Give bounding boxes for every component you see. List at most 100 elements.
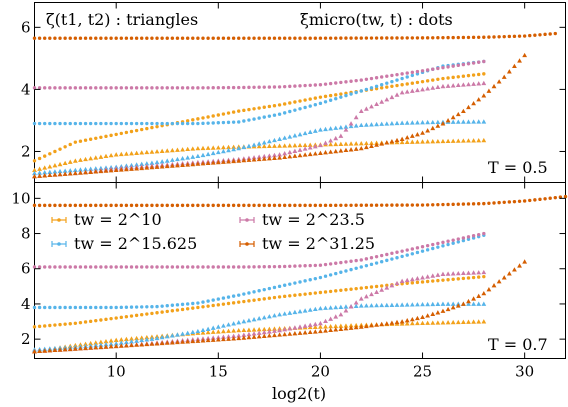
- data-point: [261, 326, 267, 332]
- data-point: [195, 153, 201, 159]
- data-point: [293, 203, 297, 208]
- data-point: [359, 265, 363, 269]
- data-point: [160, 121, 164, 126]
- data-point: [261, 333, 267, 338]
- data-point: [221, 112, 226, 116]
- data-point: [425, 139, 431, 144]
- data-point: [358, 122, 364, 128]
- data-point: [68, 86, 72, 90]
- data-point: [348, 323, 354, 328]
- legend-label: tw = 2^10: [74, 210, 162, 229]
- data-point: [450, 319, 456, 325]
- data-point: [441, 202, 445, 207]
- data-point: [533, 198, 537, 202]
- data-point: [312, 128, 318, 133]
- data-point: [211, 86, 215, 90]
- data-point: [215, 159, 221, 165]
- series-1-2: [32, 233, 486, 310]
- data-point: [42, 165, 48, 170]
- data-point: [236, 327, 242, 333]
- data-point: [369, 323, 374, 328]
- data-point: [242, 36, 246, 40]
- data-point: [257, 297, 261, 302]
- data-point: [195, 161, 201, 166]
- data-point: [68, 265, 72, 269]
- data-point: [169, 333, 175, 338]
- data-point: [170, 86, 175, 90]
- data-point: [257, 265, 261, 269]
- data-point: [236, 335, 242, 341]
- data-point: [155, 124, 159, 129]
- data-point: [205, 337, 211, 343]
- data-point: [195, 338, 201, 343]
- data-point: [93, 169, 99, 174]
- data-point: [242, 108, 246, 113]
- data-point: [88, 203, 93, 208]
- data-point: [124, 121, 129, 126]
- data-point: [409, 276, 415, 282]
- data-point: [334, 93, 338, 97]
- data-point: [226, 111, 231, 115]
- series-1-7: [32, 259, 528, 354]
- data-point: [93, 166, 99, 171]
- data-point: [420, 280, 425, 284]
- data-point: [185, 302, 190, 306]
- data-point: [67, 346, 73, 352]
- data-point: [150, 304, 154, 309]
- data-point: [354, 36, 358, 40]
- data-point: [435, 138, 441, 144]
- data-point: [466, 276, 471, 280]
- data-point: [277, 112, 282, 116]
- data-point: [420, 275, 425, 280]
- data-point: [99, 135, 103, 140]
- data-point: [318, 142, 323, 148]
- data-point: [241, 319, 247, 324]
- data-point: [303, 279, 307, 283]
- data-point: [450, 305, 456, 310]
- data-point: [109, 316, 113, 321]
- data-point: [145, 86, 149, 90]
- series-0-7: [32, 52, 528, 179]
- data-point: [379, 36, 384, 40]
- data-point: [369, 140, 374, 146]
- data-point: [164, 340, 170, 345]
- data-point: [267, 286, 272, 291]
- data-point: [226, 120, 231, 125]
- data-point: [191, 36, 195, 40]
- data-point: [308, 291, 312, 296]
- data-point: [302, 323, 308, 328]
- data-point: [379, 284, 384, 288]
- data-point: [379, 321, 385, 327]
- data-point: [129, 305, 134, 309]
- data-point: [119, 265, 124, 269]
- data-point: [108, 152, 114, 158]
- data-point: [159, 340, 165, 346]
- dots-annotation: ξmicro(tw, t) : dots: [300, 10, 453, 29]
- data-point: [175, 332, 180, 337]
- data-point: [210, 325, 216, 330]
- data-point: [379, 121, 385, 126]
- data-point: [272, 332, 277, 338]
- data-point: [288, 36, 292, 40]
- data-point: [88, 166, 94, 171]
- data-point: [216, 265, 221, 269]
- data-point: [155, 121, 159, 126]
- data-point: [358, 303, 364, 308]
- data-point: [221, 296, 226, 300]
- data-point: [140, 313, 144, 317]
- data-point: [145, 121, 149, 126]
- data-point: [169, 147, 175, 153]
- data-point: [323, 126, 328, 132]
- data-point: [72, 346, 78, 351]
- data-point: [466, 73, 471, 78]
- data-point: [42, 348, 48, 353]
- data-point: [425, 79, 430, 83]
- data-point: [292, 133, 298, 138]
- data-point: [445, 306, 451, 312]
- data-point: [242, 119, 246, 123]
- data-point: [221, 120, 226, 125]
- data-point: [328, 138, 334, 143]
- data-point: [124, 130, 129, 135]
- x-tick-label: 25: [413, 363, 432, 381]
- data-point: [231, 333, 237, 338]
